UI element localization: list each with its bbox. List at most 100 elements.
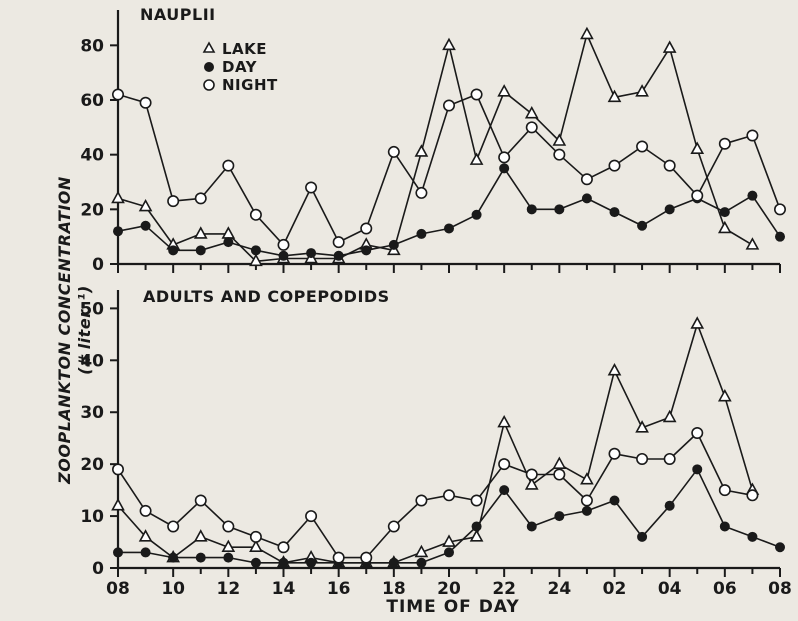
point-night (415, 186, 428, 199)
x-tick-label: 16 (327, 579, 351, 599)
point-night (305, 510, 318, 523)
point-night (360, 222, 373, 235)
series-line-night (117, 432, 753, 559)
point-day (140, 547, 151, 558)
point-night (636, 140, 649, 153)
point-night (139, 504, 152, 517)
point-day (747, 531, 758, 542)
point-lake (193, 529, 208, 542)
point-night (470, 88, 483, 101)
x-tick-label: 12 (216, 579, 240, 599)
point-day (113, 226, 123, 237)
y-tick-label: 10 (80, 507, 104, 527)
legend-filled-circle-marker (204, 62, 214, 72)
point-night (332, 551, 345, 564)
x-tick-label: 02 (603, 579, 627, 599)
point-lake (690, 316, 705, 329)
point-lake (469, 529, 484, 542)
point-lake (580, 472, 594, 485)
point-lake (497, 414, 512, 428)
point-day (333, 250, 344, 261)
point-night (194, 192, 207, 205)
y-tick-label: 40 (80, 351, 104, 371)
point-day (775, 542, 785, 553)
point-lake (138, 198, 153, 212)
y-tick-label: 50 (80, 299, 104, 319)
point-night (249, 208, 262, 221)
x-tick-label: 08 (106, 579, 130, 599)
point-lake (717, 388, 732, 402)
nauplii-legend: LAKE DAY NIGHT (202, 40, 278, 94)
point-day (637, 531, 648, 542)
point-lake (745, 237, 760, 250)
point-night (167, 520, 180, 533)
legend-label-lake: LAKE (222, 40, 267, 58)
point-day (388, 557, 399, 568)
y-tick-label: 40 (80, 146, 104, 166)
point-day (113, 547, 123, 558)
point-day (471, 209, 482, 220)
series-line-day (117, 167, 781, 257)
point-night (332, 236, 345, 249)
adults-copepodids-panel: ADULTS AND COPEPODIDS 0 10 20 30 40 50 08 10 12 1… (80, 287, 792, 599)
point-night (718, 137, 731, 150)
y-tick-label: 60 (80, 91, 104, 111)
point-day (278, 557, 289, 568)
x-tick-label: 08 (768, 579, 792, 599)
point-day (609, 207, 620, 218)
legend-triangle-marker (202, 41, 216, 53)
point-night (636, 452, 649, 465)
point-lake (221, 539, 236, 553)
point-night (553, 468, 566, 481)
point-day (223, 552, 234, 563)
point-night (415, 494, 428, 507)
legend-label-day: DAY (222, 58, 258, 76)
point-night (691, 189, 704, 202)
y-tick-label: 80 (80, 36, 104, 56)
point-night (277, 541, 290, 554)
point-lake (662, 40, 677, 53)
point-lake (497, 84, 512, 97)
adults-copepodids-title: ADULTS AND COPEPODIDS (143, 287, 390, 306)
x-tick-label: 04 (658, 579, 682, 599)
point-day (416, 228, 427, 239)
point-night (112, 88, 125, 101)
point-lake (607, 89, 622, 103)
point-lake (414, 144, 429, 157)
point-lake (552, 133, 567, 146)
legend-item-day: DAY (204, 58, 258, 76)
x-tick-label: 22 (492, 579, 516, 599)
point-day (609, 495, 620, 506)
point-day (361, 245, 372, 256)
point-night (387, 520, 400, 533)
point-day (195, 245, 206, 256)
point-day (444, 547, 454, 558)
series-line-lake (117, 33, 753, 263)
point-lake (193, 226, 208, 239)
point-night (608, 159, 621, 172)
point-night (222, 159, 235, 172)
point-lake (111, 498, 125, 511)
point-night (470, 494, 483, 507)
point-day (195, 552, 206, 563)
point-night (718, 484, 731, 497)
point-day (416, 557, 427, 568)
point-night (305, 181, 318, 194)
point-day (388, 239, 399, 250)
point-lake (717, 220, 732, 234)
point-lake (414, 544, 429, 558)
y-tick-label: 0 (92, 255, 104, 275)
point-night (139, 96, 152, 109)
x-tick-label: 10 (161, 579, 185, 599)
point-day (581, 505, 592, 516)
point-day (499, 485, 510, 496)
point-night (663, 159, 676, 172)
x-tick-label: 18 (382, 579, 406, 599)
point-lake (442, 37, 456, 51)
y-axis-units: (# liter⁻¹) (75, 285, 94, 375)
point-night (442, 489, 455, 502)
point-day (775, 231, 785, 242)
point-night (525, 468, 538, 481)
point-lake (249, 539, 263, 553)
